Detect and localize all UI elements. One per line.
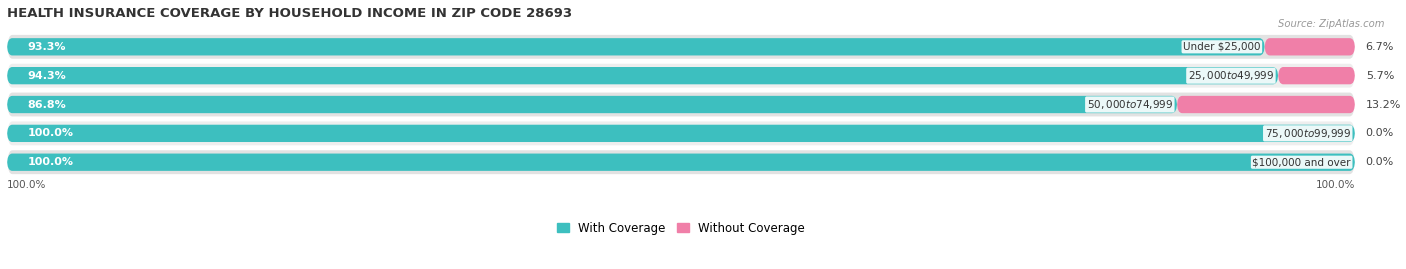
FancyBboxPatch shape <box>7 34 1355 60</box>
FancyBboxPatch shape <box>7 38 1264 55</box>
FancyBboxPatch shape <box>1278 67 1355 84</box>
FancyBboxPatch shape <box>7 125 1355 142</box>
Text: 86.8%: 86.8% <box>27 100 66 109</box>
Text: 100.0%: 100.0% <box>27 128 73 138</box>
Text: 100.0%: 100.0% <box>7 180 46 190</box>
Text: 94.3%: 94.3% <box>27 71 66 81</box>
Text: 5.7%: 5.7% <box>1365 71 1395 81</box>
Text: 6.7%: 6.7% <box>1365 42 1395 52</box>
Text: HEALTH INSURANCE COVERAGE BY HOUSEHOLD INCOME IN ZIP CODE 28693: HEALTH INSURANCE COVERAGE BY HOUSEHOLD I… <box>7 7 572 20</box>
Text: 100.0%: 100.0% <box>1316 180 1355 190</box>
FancyBboxPatch shape <box>7 63 1355 89</box>
Legend: With Coverage, Without Coverage: With Coverage, Without Coverage <box>553 217 810 239</box>
FancyBboxPatch shape <box>7 120 1355 146</box>
Text: $50,000 to $74,999: $50,000 to $74,999 <box>1087 98 1173 111</box>
FancyBboxPatch shape <box>7 96 1177 113</box>
FancyBboxPatch shape <box>1264 38 1355 55</box>
Text: 13.2%: 13.2% <box>1365 100 1402 109</box>
Text: $75,000 to $99,999: $75,000 to $99,999 <box>1264 127 1351 140</box>
FancyBboxPatch shape <box>7 149 1355 175</box>
FancyBboxPatch shape <box>1177 96 1355 113</box>
FancyBboxPatch shape <box>7 67 1278 84</box>
FancyBboxPatch shape <box>7 91 1355 118</box>
Text: 100.0%: 100.0% <box>27 157 73 167</box>
Text: Source: ZipAtlas.com: Source: ZipAtlas.com <box>1278 19 1385 29</box>
Text: 0.0%: 0.0% <box>1365 157 1393 167</box>
FancyBboxPatch shape <box>7 154 1355 171</box>
Text: $100,000 and over: $100,000 and over <box>1253 157 1351 167</box>
Text: 93.3%: 93.3% <box>27 42 66 52</box>
Text: $25,000 to $49,999: $25,000 to $49,999 <box>1188 69 1274 82</box>
Text: 0.0%: 0.0% <box>1365 128 1393 138</box>
Text: Under $25,000: Under $25,000 <box>1182 42 1261 52</box>
